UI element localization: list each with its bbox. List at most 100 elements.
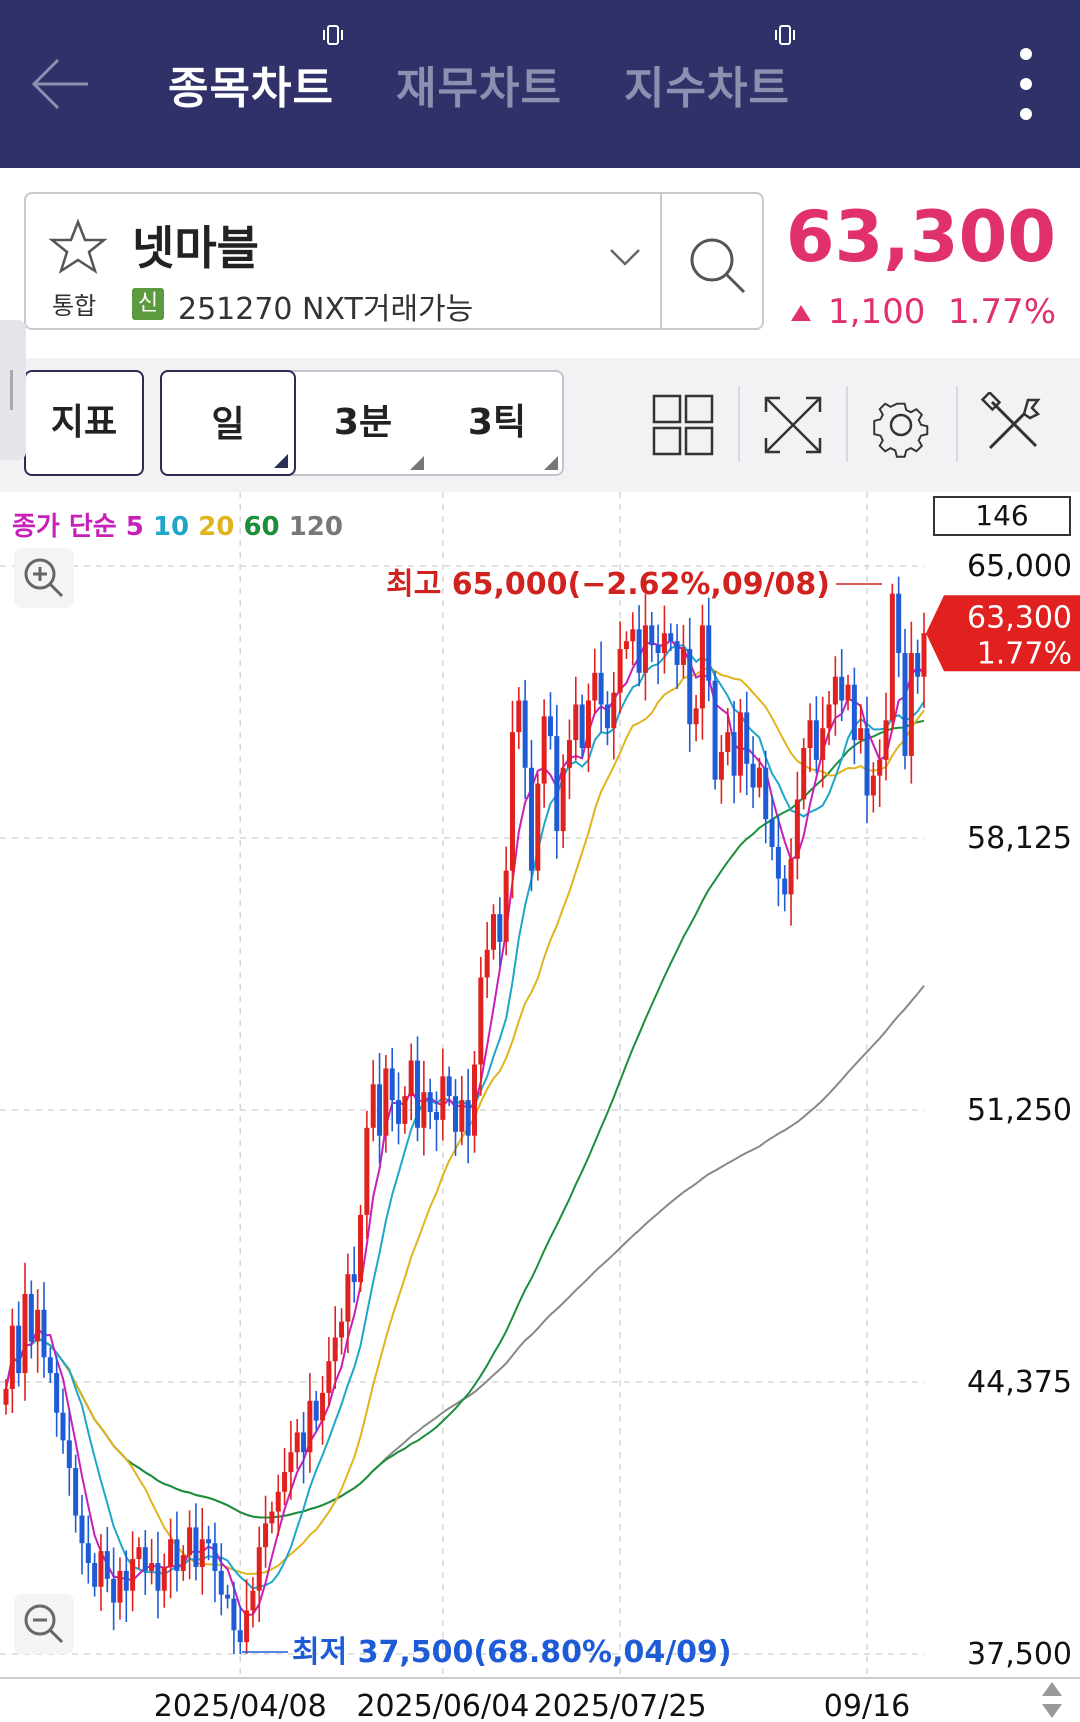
candle-body bbox=[693, 708, 699, 725]
candle-body bbox=[585, 700, 591, 748]
candle-body bbox=[79, 1515, 85, 1544]
candle-body bbox=[288, 1452, 294, 1473]
candle-body bbox=[661, 633, 667, 654]
ma-120-line bbox=[5, 985, 925, 1519]
candle-body bbox=[377, 1084, 383, 1136]
candle-body bbox=[636, 629, 642, 673]
candle-body bbox=[16, 1325, 22, 1374]
candle-body bbox=[845, 684, 851, 701]
candle-body bbox=[579, 704, 585, 748]
candle-body bbox=[206, 1539, 212, 1544]
candle-body bbox=[794, 799, 800, 859]
visible-count-box[interactable]: 146 bbox=[933, 496, 1071, 536]
chevron-down-icon[interactable] bbox=[608, 246, 642, 268]
candle-body bbox=[820, 728, 826, 760]
tab-index-chart[interactable]: 지수차트 bbox=[624, 63, 790, 114]
tab-stock-chart[interactable]: 종목차트 bbox=[168, 63, 334, 114]
candle-body bbox=[744, 712, 750, 764]
side-drawer-handle[interactable] bbox=[0, 320, 26, 460]
candle-body bbox=[41, 1309, 47, 1358]
candle-body bbox=[370, 1084, 376, 1128]
tools-icon[interactable] bbox=[980, 392, 1046, 458]
stock-name[interactable]: 넷마블 bbox=[132, 221, 259, 275]
candle-body bbox=[180, 1555, 186, 1571]
candle-body bbox=[718, 751, 724, 780]
zoom-in-icon[interactable] bbox=[14, 548, 74, 608]
candle-body bbox=[161, 1566, 167, 1591]
moving-average-legend[interactable]: 종가 단순 5 10 20 60 120 bbox=[12, 506, 343, 543]
candle-body bbox=[364, 1127, 370, 1215]
period-3min-button[interactable]: 3분 bbox=[296, 370, 430, 476]
current-price-tag-value: 63,300 bbox=[967, 600, 1072, 635]
ma-5-label: 5 bbox=[125, 512, 144, 542]
candle-body bbox=[560, 767, 566, 832]
price-change-percent: 1.77% bbox=[947, 292, 1056, 332]
candle-body bbox=[237, 1630, 243, 1643]
candle-body bbox=[655, 645, 661, 654]
settings-gear-icon[interactable] bbox=[868, 392, 934, 458]
candle-body bbox=[28, 1293, 34, 1342]
candle-body bbox=[839, 676, 845, 701]
candle-body bbox=[813, 720, 819, 760]
candle-body bbox=[674, 641, 680, 665]
candle-body bbox=[415, 1060, 421, 1128]
zoom-out-icon[interactable] bbox=[14, 1594, 74, 1654]
up-triangle-icon bbox=[791, 305, 811, 321]
back-arrow-icon[interactable] bbox=[28, 52, 92, 116]
candle-body bbox=[699, 625, 705, 709]
x-tick-label: 2025/07/25 bbox=[534, 1689, 707, 1722]
candle-body bbox=[896, 593, 902, 654]
candle-body bbox=[60, 1412, 66, 1441]
period-daily-button[interactable]: 일 bbox=[160, 370, 296, 476]
grid-layout-icon[interactable] bbox=[650, 392, 716, 458]
candle-body bbox=[478, 977, 484, 1065]
candle-body bbox=[763, 767, 769, 820]
candle-body bbox=[516, 700, 522, 733]
indicator-button[interactable]: 지표 bbox=[24, 370, 144, 476]
candle-body bbox=[649, 625, 655, 646]
candle-body bbox=[250, 1590, 256, 1611]
fullscreen-icon[interactable] bbox=[760, 392, 826, 458]
candle-body bbox=[915, 653, 921, 677]
stock-selector[interactable]: 통합 넷마블 신 251270 NXT거래가능 bbox=[24, 192, 764, 330]
credit-badge: 신 bbox=[132, 288, 164, 320]
candle-body bbox=[440, 1076, 446, 1120]
divider bbox=[660, 194, 662, 328]
vibrate-icon bbox=[323, 25, 343, 45]
candle-body bbox=[427, 1092, 433, 1112]
divider bbox=[956, 386, 958, 462]
candle-body bbox=[535, 783, 541, 871]
more-menu-icon[interactable] bbox=[1018, 48, 1034, 120]
period-3tick-button[interactable]: 3틱 bbox=[430, 370, 564, 476]
candle-body bbox=[294, 1432, 300, 1453]
candle-body bbox=[604, 704, 610, 729]
candle-body bbox=[168, 1539, 174, 1567]
low-price-label: 최저 37,500(68.80%,04/09) bbox=[292, 1635, 732, 1670]
candle-body bbox=[788, 858, 794, 895]
candle-body bbox=[725, 732, 731, 752]
price-chart[interactable]: 65,000 58,125 51,250 44,375 37,500 2025/04/08… bbox=[0, 492, 1080, 1722]
x-tick-label: 2025/06/04 bbox=[356, 1689, 529, 1722]
candle-body bbox=[225, 1594, 231, 1599]
ma-20-label: 20 bbox=[198, 512, 235, 542]
candle-body bbox=[737, 712, 743, 776]
candle-body bbox=[199, 1539, 205, 1567]
period-selector: 일 3분 3틱 bbox=[160, 370, 564, 476]
candle-body bbox=[351, 1274, 357, 1283]
candle-body bbox=[155, 1563, 161, 1591]
scroll-arrows-icon[interactable] bbox=[1030, 1678, 1074, 1722]
candle-body bbox=[902, 653, 908, 756]
search-icon[interactable] bbox=[682, 230, 752, 300]
candle-body bbox=[668, 633, 674, 642]
candle-body bbox=[358, 1214, 364, 1283]
tab-financial-chart[interactable]: 재무차트 bbox=[396, 63, 562, 114]
candle-body bbox=[921, 633, 927, 677]
candle-body bbox=[471, 1064, 477, 1136]
favorite-star-icon[interactable] bbox=[48, 218, 108, 278]
candle-body bbox=[598, 672, 604, 705]
candle-body bbox=[130, 1559, 136, 1591]
candle-body bbox=[484, 949, 490, 978]
candle-body bbox=[832, 676, 838, 705]
candle-body bbox=[104, 1551, 110, 1579]
ma-prefix: 종가 단순 bbox=[12, 512, 117, 542]
